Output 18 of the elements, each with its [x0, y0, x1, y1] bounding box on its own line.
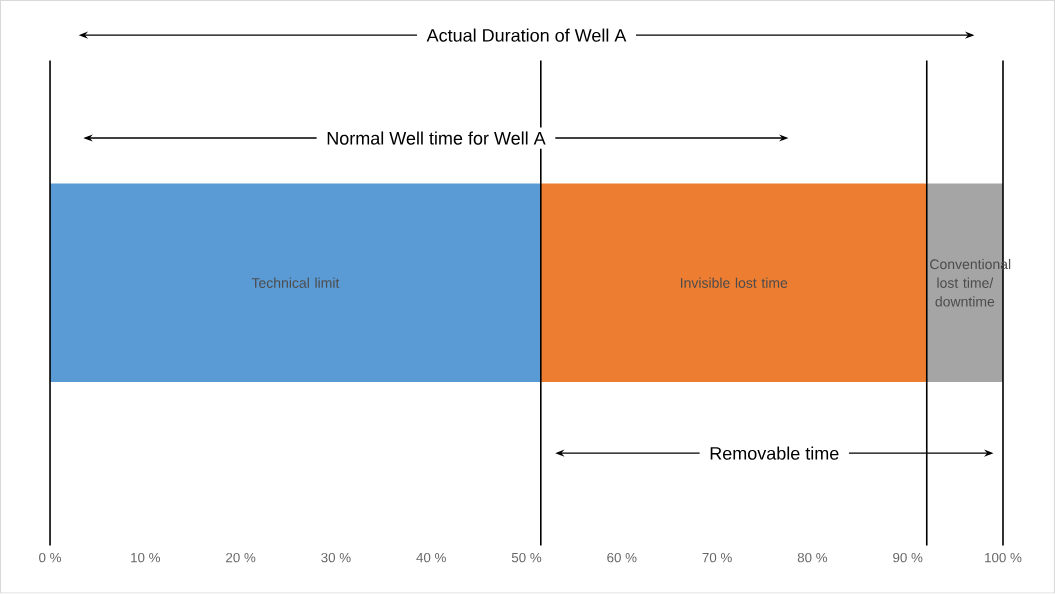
x-tick-label: 40 % — [416, 553, 446, 563]
series-label: Invisible lost time — [680, 277, 788, 289]
x-tick-label: 70 % — [702, 553, 732, 563]
bar — [540, 183, 927, 383]
x-tick-label: 80 % — [797, 553, 828, 563]
x-tick-label: 10 % — [131, 553, 161, 563]
x-tick-label: 30 % — [321, 553, 351, 563]
annotation: Removable time — [710, 446, 839, 460]
x-tick-label: 60 % — [607, 553, 637, 563]
x-tick-label: 90 % — [893, 553, 923, 563]
x-tick-label: 0 % — [39, 553, 62, 563]
annotation: Normal Well time for Well A — [327, 131, 546, 145]
x-tick-label: 50 % — [511, 553, 542, 563]
series-label: Technical limit — [251, 277, 340, 289]
text: Actual Duration of Well A — [426, 28, 627, 42]
bar — [50, 183, 541, 383]
x-tick-label: 20 % — [226, 553, 256, 563]
x-tick-label: 100 % — [985, 553, 1022, 563]
